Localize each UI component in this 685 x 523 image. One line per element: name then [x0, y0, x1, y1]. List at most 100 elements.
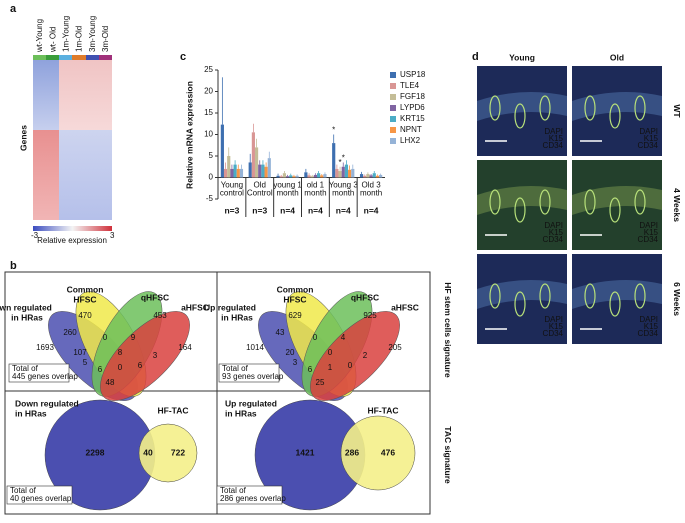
set-label: qHFSC [351, 292, 379, 302]
venn-count: 6 [98, 365, 103, 374]
follicle [609, 291, 621, 317]
bar [295, 175, 299, 178]
stain-label: CD34 [543, 141, 564, 150]
follicle [584, 95, 596, 121]
n-label: n=4 [280, 205, 295, 215]
follicle [489, 95, 501, 121]
stain-label: CD34 [638, 141, 659, 150]
panel-label: a [10, 3, 17, 15]
legend-swatch [390, 116, 396, 122]
bar [233, 164, 237, 178]
total-text: Total of [222, 364, 249, 373]
n-label: n=3 [224, 205, 239, 215]
column-label: 3m-Young [88, 16, 97, 52]
x-tick-label: Control [247, 189, 273, 198]
venn-count: 40 [143, 447, 153, 457]
venn-count: 722 [171, 447, 185, 457]
venn-count: 2 [363, 351, 368, 360]
stain-label: K15 [549, 322, 564, 331]
set-label: in HRas [225, 408, 257, 418]
venn-set [310, 311, 400, 401]
n-label: n=4 [308, 205, 323, 215]
bar [313, 174, 318, 178]
follicle [634, 283, 646, 309]
venn-count: 286 [345, 447, 359, 457]
x-tick-label: month [360, 189, 382, 198]
venn-set [138, 423, 198, 483]
follicle [584, 189, 596, 215]
scale-min: -3 [31, 231, 39, 240]
total-text: Total of [12, 364, 39, 373]
bar [264, 166, 268, 178]
legend-label: LYPD6 [400, 103, 425, 112]
stain-label: DAPI [639, 315, 658, 324]
legend-swatch [390, 138, 396, 144]
bar [282, 173, 286, 178]
venn-count: 5 [83, 358, 88, 367]
set-label: HFSC [73, 294, 96, 304]
follicle [584, 283, 596, 309]
bar [292, 176, 296, 178]
bar [351, 168, 355, 178]
follicle [514, 291, 526, 317]
legend-swatch [390, 94, 396, 100]
set-label: HFSC [283, 294, 306, 304]
y-tick-label: 5 [209, 151, 214, 160]
total-text: 445 genes overlap [12, 372, 78, 381]
follicle [539, 283, 551, 309]
legend-label: TLE4 [400, 81, 420, 90]
venn-count: 260 [63, 328, 77, 337]
set-label: aHFSC [391, 302, 419, 312]
y-tick-label: 15 [204, 108, 213, 117]
venn-count: 0 [328, 348, 333, 357]
x-tick-label: old 1 [307, 181, 325, 190]
venn-count: 8 [118, 348, 123, 357]
panel-label: c [180, 51, 186, 63]
set-label: Up regulated [204, 302, 256, 312]
bar [220, 124, 224, 178]
total-box [6, 485, 73, 505]
bar [323, 174, 327, 178]
bar [332, 143, 336, 178]
bar [341, 166, 345, 178]
bar [304, 172, 308, 178]
bar [223, 168, 228, 178]
set-label: in HRas [15, 408, 47, 418]
bar [261, 164, 265, 178]
bar [379, 174, 383, 178]
follicle [514, 197, 526, 223]
stain-label: K15 [644, 322, 659, 331]
y-tick-label: 0 [209, 173, 214, 182]
legend-label: USP18 [400, 70, 426, 79]
stain-label: DAPI [544, 221, 563, 230]
venn-count: 164 [178, 343, 192, 352]
x-tick-label: Old [254, 181, 266, 190]
venn-count: 3 [153, 351, 158, 360]
bar [279, 176, 283, 178]
venn-count: 20 [286, 348, 295, 357]
total-text: Total of [10, 486, 37, 495]
bar [248, 162, 252, 178]
column-label: wt-Young [35, 19, 44, 53]
venn-count: 4 [341, 333, 346, 342]
set-label: aHFSC [181, 302, 209, 312]
follicle [514, 103, 526, 129]
x-tick-label: control [220, 189, 244, 198]
bar [317, 173, 321, 178]
row-label: 6 Weeks [672, 282, 682, 316]
venn-count: 0 [118, 363, 123, 372]
set-label: Down regulated [0, 302, 52, 312]
y-tick-label: -5 [206, 194, 214, 203]
set-label: in HRas [11, 312, 43, 322]
set-label: Common [67, 284, 104, 294]
venn-count: 470 [78, 311, 92, 320]
y-tick-label: 20 [204, 87, 213, 96]
total-text: 286 genes overlap [220, 494, 286, 503]
legend-swatch [390, 127, 396, 133]
legend-swatch [390, 105, 396, 111]
total-box [8, 363, 70, 383]
side-label: HF stem cells signature [443, 282, 453, 378]
bar [366, 174, 370, 178]
stain-label: K15 [549, 228, 564, 237]
